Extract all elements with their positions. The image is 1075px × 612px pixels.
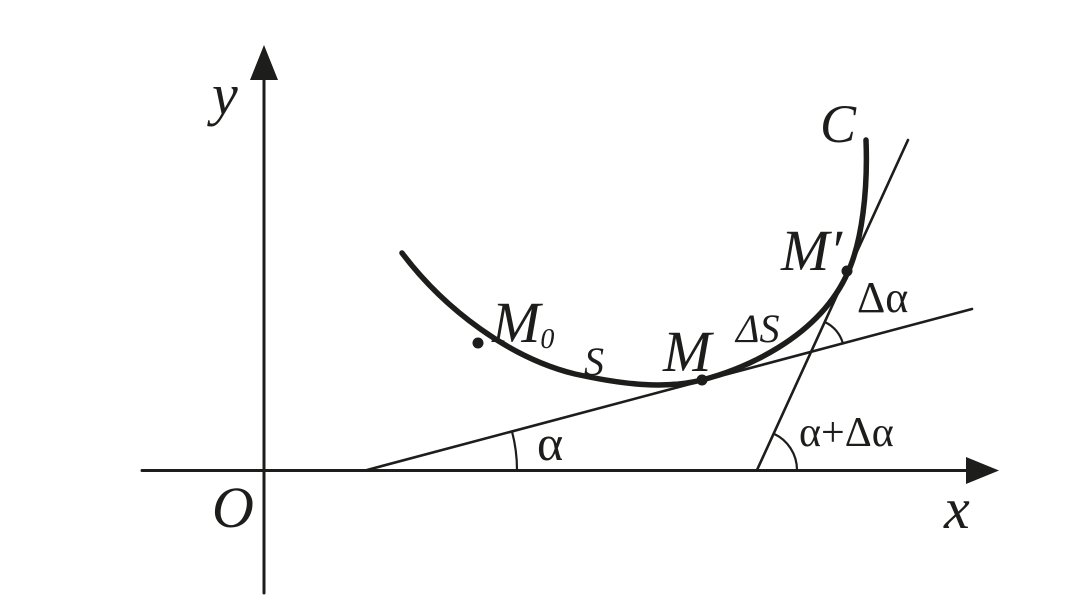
arc-length-delta-s-label: ΔS — [734, 306, 779, 351]
point-m-label: M — [662, 319, 714, 384]
angle-delta-alpha-arc — [823, 320, 844, 345]
tangent-line-at-m-prime — [755, 138, 910, 472]
angle-alpha-plus-delta-arc — [772, 432, 799, 472]
angle-alpha-label: α — [537, 415, 563, 471]
angle-alpha-arc — [510, 430, 519, 472]
arc-length-s-label: S — [584, 339, 604, 384]
y-axis-label: y — [207, 62, 238, 127]
point-m-dot — [696, 374, 708, 386]
curve-c-label: C — [820, 94, 857, 154]
point-m0-label-subscript: 0 — [540, 324, 554, 355]
tangent-line-at-m — [365, 307, 974, 472]
angle-alpha-plus-delta-label: α+Δα — [799, 410, 894, 456]
x-axis-label: x — [943, 476, 970, 541]
point-m-prime-label: M′ — [780, 218, 843, 283]
point-m0-dot — [472, 337, 484, 349]
point-m0-label-main: M — [491, 290, 543, 355]
point-m-prime-dot — [841, 265, 853, 277]
y-axis-arrowhead-icon — [250, 45, 278, 80]
origin-label: O — [212, 475, 254, 540]
x-axis-arrowhead-icon — [966, 457, 999, 484]
point-m0-label: M0 — [491, 290, 554, 355]
angle-delta-alpha-label: Δα — [857, 273, 908, 322]
